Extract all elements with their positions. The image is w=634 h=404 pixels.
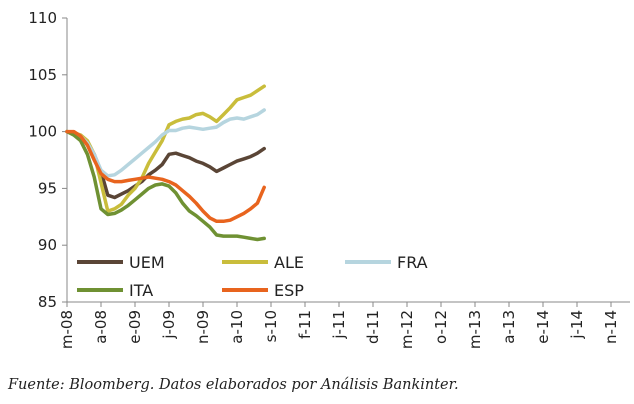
x-tick-label: n-09 <box>194 310 212 344</box>
legend-label-ita: ITA <box>129 281 153 300</box>
x-tick-label: o-12 <box>432 310 450 344</box>
y-tick-label: 90 <box>38 236 57 254</box>
x-tick-label: d-11 <box>364 310 382 344</box>
legend-label-esp: ESP <box>274 281 304 300</box>
x-tick-label: j-11 <box>330 310 348 340</box>
x-tick-label: j-14 <box>568 310 586 340</box>
x-tick-label: m-12 <box>398 310 416 349</box>
y-tick-label: 85 <box>38 293 57 311</box>
series-line-ita <box>65 129 266 242</box>
x-tick-label: a-13 <box>500 310 518 344</box>
x-tick-label: j-09 <box>160 310 178 340</box>
legend-label-ale: ALE <box>274 253 304 272</box>
x-tick-label: e-14 <box>534 310 552 344</box>
x-tick-label: a-10 <box>228 310 246 344</box>
series-line-esp <box>65 129 266 224</box>
x-tick-label: m-13 <box>466 310 484 349</box>
y-tick-label: 95 <box>38 179 57 197</box>
legend-label-fra: FRA <box>397 253 428 272</box>
x-tick-label: e-09 <box>126 310 144 344</box>
source-note: Fuente: Bloomberg. Datos elaborados por … <box>8 377 459 393</box>
y-tick-label: 105 <box>28 66 57 84</box>
y-tick-label: 110 <box>28 9 57 27</box>
x-tick-label: m-08 <box>58 310 76 349</box>
x-tick-label: n-14 <box>602 310 620 344</box>
legend-label-uem: UEM <box>129 253 165 272</box>
x-tick-label: s-10 <box>262 310 280 342</box>
x-tick-label: f-11 <box>296 310 314 339</box>
y-tick-label: 100 <box>28 123 57 141</box>
x-tick-label: a-08 <box>92 310 110 344</box>
